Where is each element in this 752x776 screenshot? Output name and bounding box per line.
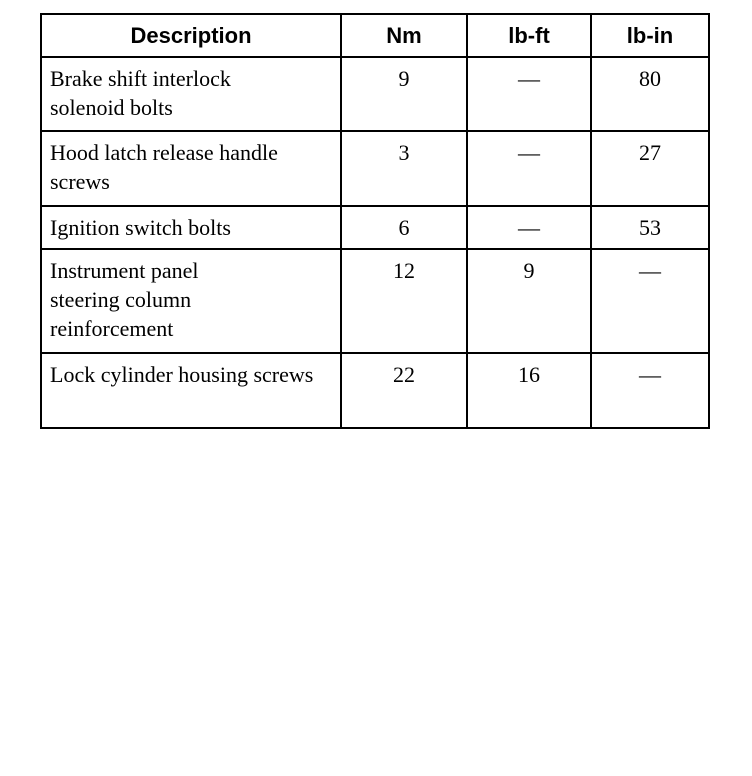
header-row: Description Nm lb-ft lb-in [40, 13, 710, 58]
table-row: Ignition switch bolts 6 — 53 [40, 205, 710, 250]
cell-nm: 9 [340, 56, 468, 132]
cell-nm: 3 [340, 130, 468, 207]
cell-lb-ft: 16 [466, 352, 592, 429]
cell-description: Hood latch release handle screws [40, 130, 342, 207]
cell-nm: 22 [340, 352, 468, 429]
table-row: Hood latch release handle screws 3 — 27 [40, 130, 710, 207]
table-row: Brake shift interlock solenoid bolts 9 —… [40, 56, 710, 132]
cell-lb-ft: 9 [466, 248, 592, 354]
cell-description: Ignition switch bolts [40, 205, 342, 250]
cell-description: Brake shift interlock solenoid bolts [40, 56, 342, 132]
cell-description: Lock cylinder housing screws [40, 352, 342, 429]
cell-nm: 12 [340, 248, 468, 354]
header-nm: Nm [340, 13, 468, 58]
header-lb-in: lb-in [590, 13, 710, 58]
cell-description: Instrument panel steering column reinfor… [40, 248, 342, 354]
header-lb-ft: lb-ft [466, 13, 592, 58]
cell-lb-in: 80 [590, 56, 710, 132]
cell-lb-ft: — [466, 56, 592, 132]
cell-nm: 6 [340, 205, 468, 250]
table-row: Instrument panel steering column reinfor… [40, 248, 710, 354]
cell-lb-ft: — [466, 130, 592, 207]
cell-lb-in: — [590, 352, 710, 429]
cell-lb-in: — [590, 248, 710, 354]
cell-lb-ft: — [466, 205, 592, 250]
cell-lb-in: 53 [590, 205, 710, 250]
cell-lb-in: 27 [590, 130, 710, 207]
torque-spec-table: Description Nm lb-ft lb-in Brake shift i… [40, 13, 710, 429]
table-row: Lock cylinder housing screws 22 16 — [40, 352, 710, 429]
header-description: Description [40, 13, 342, 58]
